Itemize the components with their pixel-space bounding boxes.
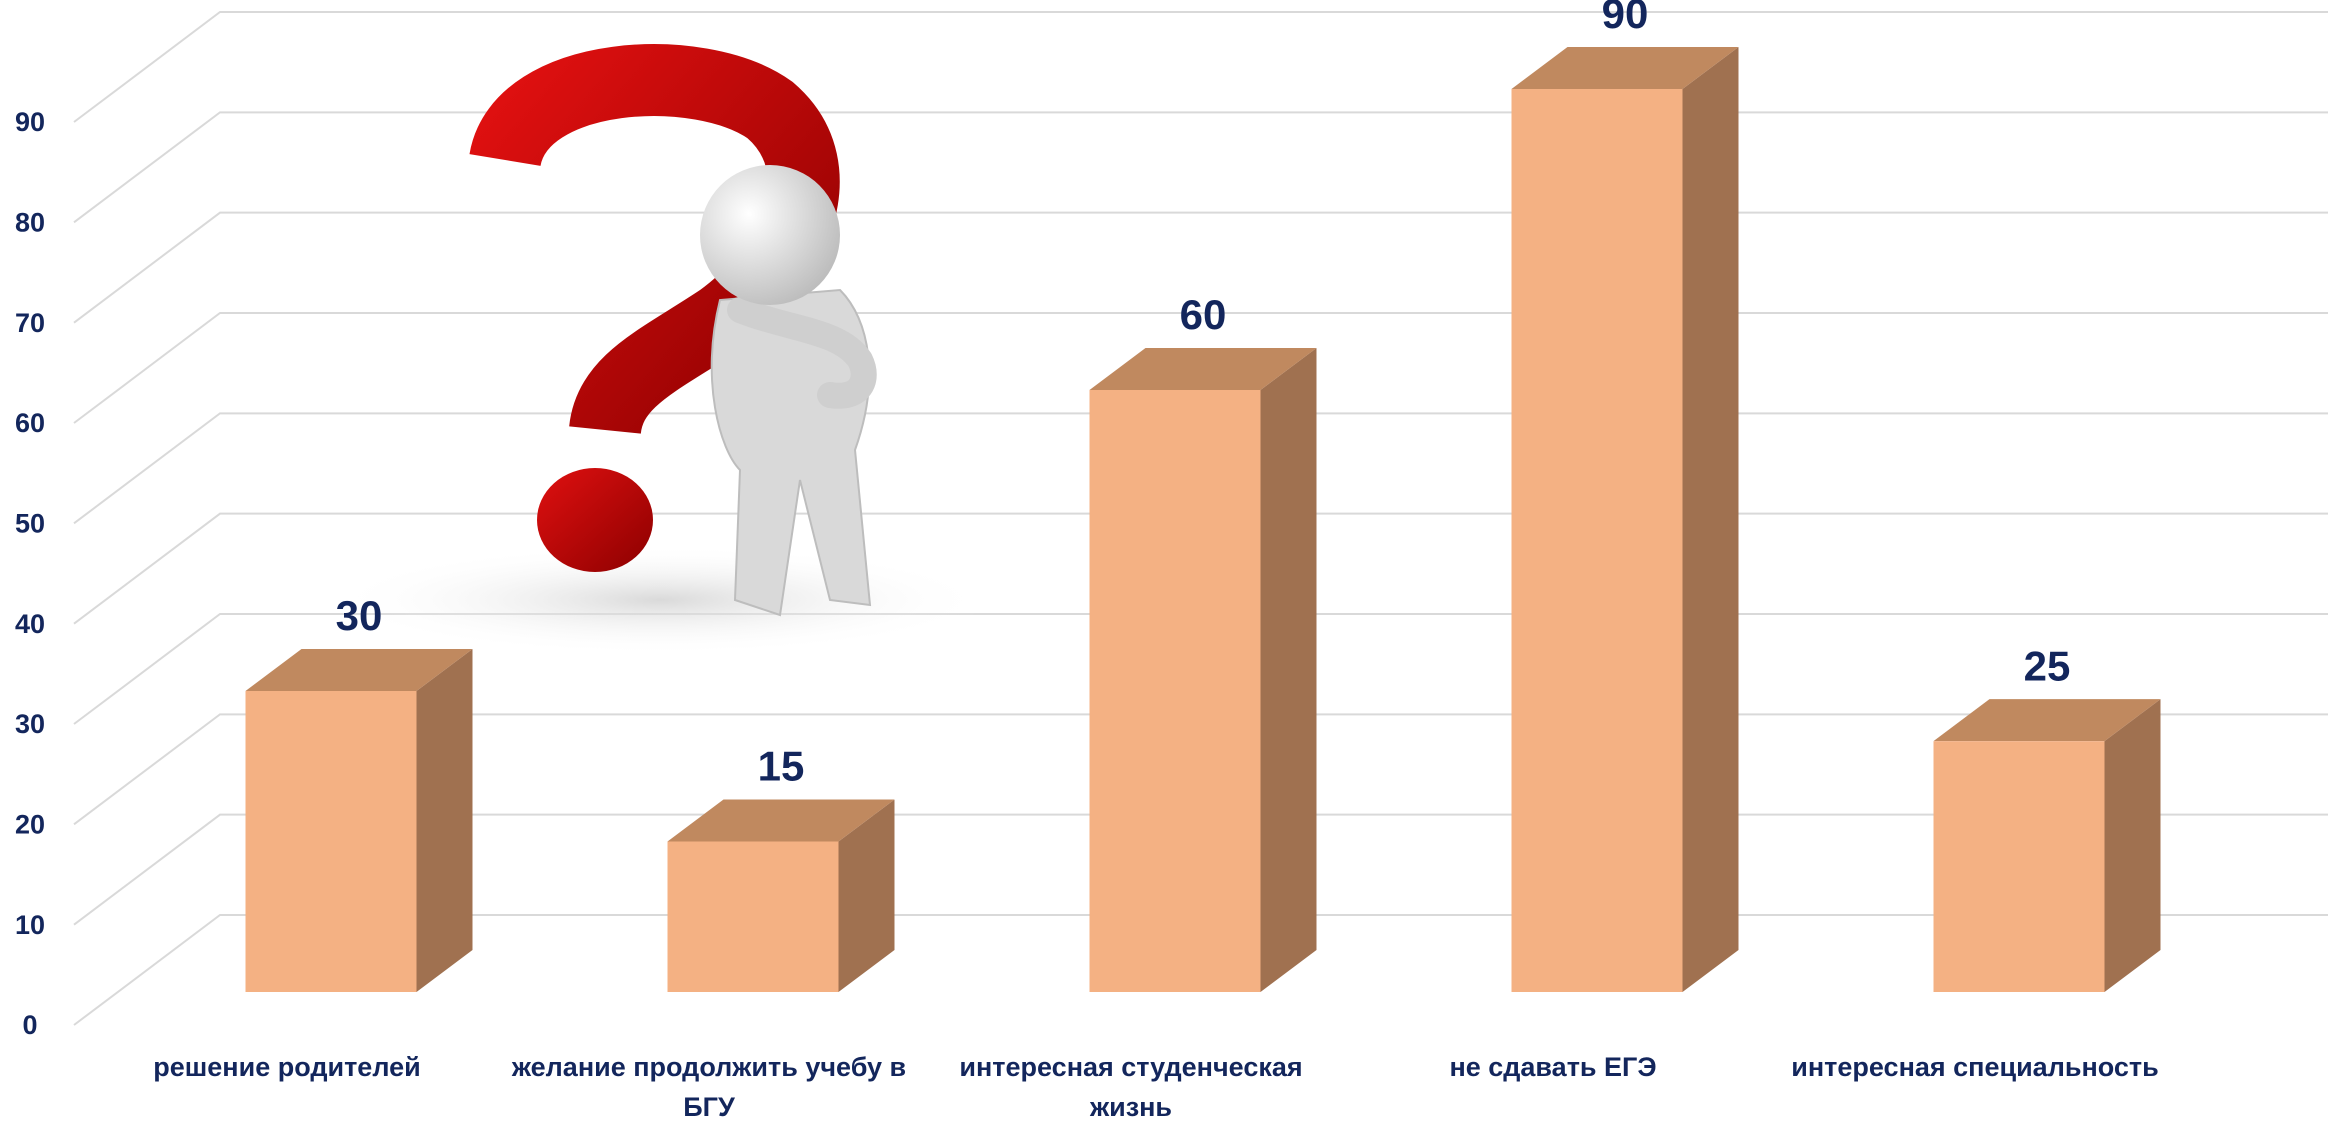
- chart: 0 10 20 30 40 50 60 70 80 90 30 15 60 90 25: [0, 0, 2328, 1121]
- bar-side: [2105, 699, 2161, 992]
- x-tick-label: интересная студенческая жизнь: [931, 1047, 1331, 1127]
- y-tick-label: 0: [22, 1010, 37, 1040]
- y-tick-label: 30: [15, 709, 45, 739]
- x-tick-label: интересная специальность: [1775, 1047, 2175, 1087]
- bar: [1934, 741, 2105, 992]
- y-tick-label: 20: [15, 809, 45, 839]
- page: {"chart_data": {"type": "bar3d", "catego…: [0, 0, 2328, 1121]
- bar: [668, 842, 839, 993]
- y-tick-label: 90: [15, 107, 45, 137]
- y-tick-label: 70: [15, 308, 45, 338]
- y-tick-label: 80: [15, 207, 45, 237]
- value-label: 15: [758, 743, 805, 790]
- value-label: 25: [2024, 642, 2071, 689]
- x-tick-label: решение родителей: [87, 1047, 487, 1087]
- y-tick-label: 60: [15, 408, 45, 438]
- bar: [1512, 89, 1683, 992]
- y-tick-label: 10: [15, 910, 45, 940]
- value-label: 60: [1180, 291, 1227, 338]
- bar: [1090, 390, 1261, 992]
- grid-line: [74, 12, 2328, 122]
- x-tick-label: не сдавать ЕГЭ: [1353, 1047, 1753, 1087]
- figure-shadow: [330, 545, 990, 655]
- figure-head: [700, 165, 840, 305]
- x-tick-label: желание продолжить учебу в БГУ: [509, 1047, 909, 1127]
- grid-line: [74, 112, 2328, 222]
- value-label: 90: [1602, 0, 1649, 37]
- thinking-figure-illustration: [330, 80, 990, 655]
- bar-side: [1683, 47, 1739, 992]
- bar-side: [417, 649, 473, 992]
- y-tick-label: 50: [15, 508, 45, 538]
- y-tick-label: 40: [15, 609, 45, 639]
- question-mark-dot: [537, 468, 653, 572]
- bar-side: [1261, 348, 1317, 992]
- bar: [246, 691, 417, 992]
- value-label: 30: [336, 592, 383, 639]
